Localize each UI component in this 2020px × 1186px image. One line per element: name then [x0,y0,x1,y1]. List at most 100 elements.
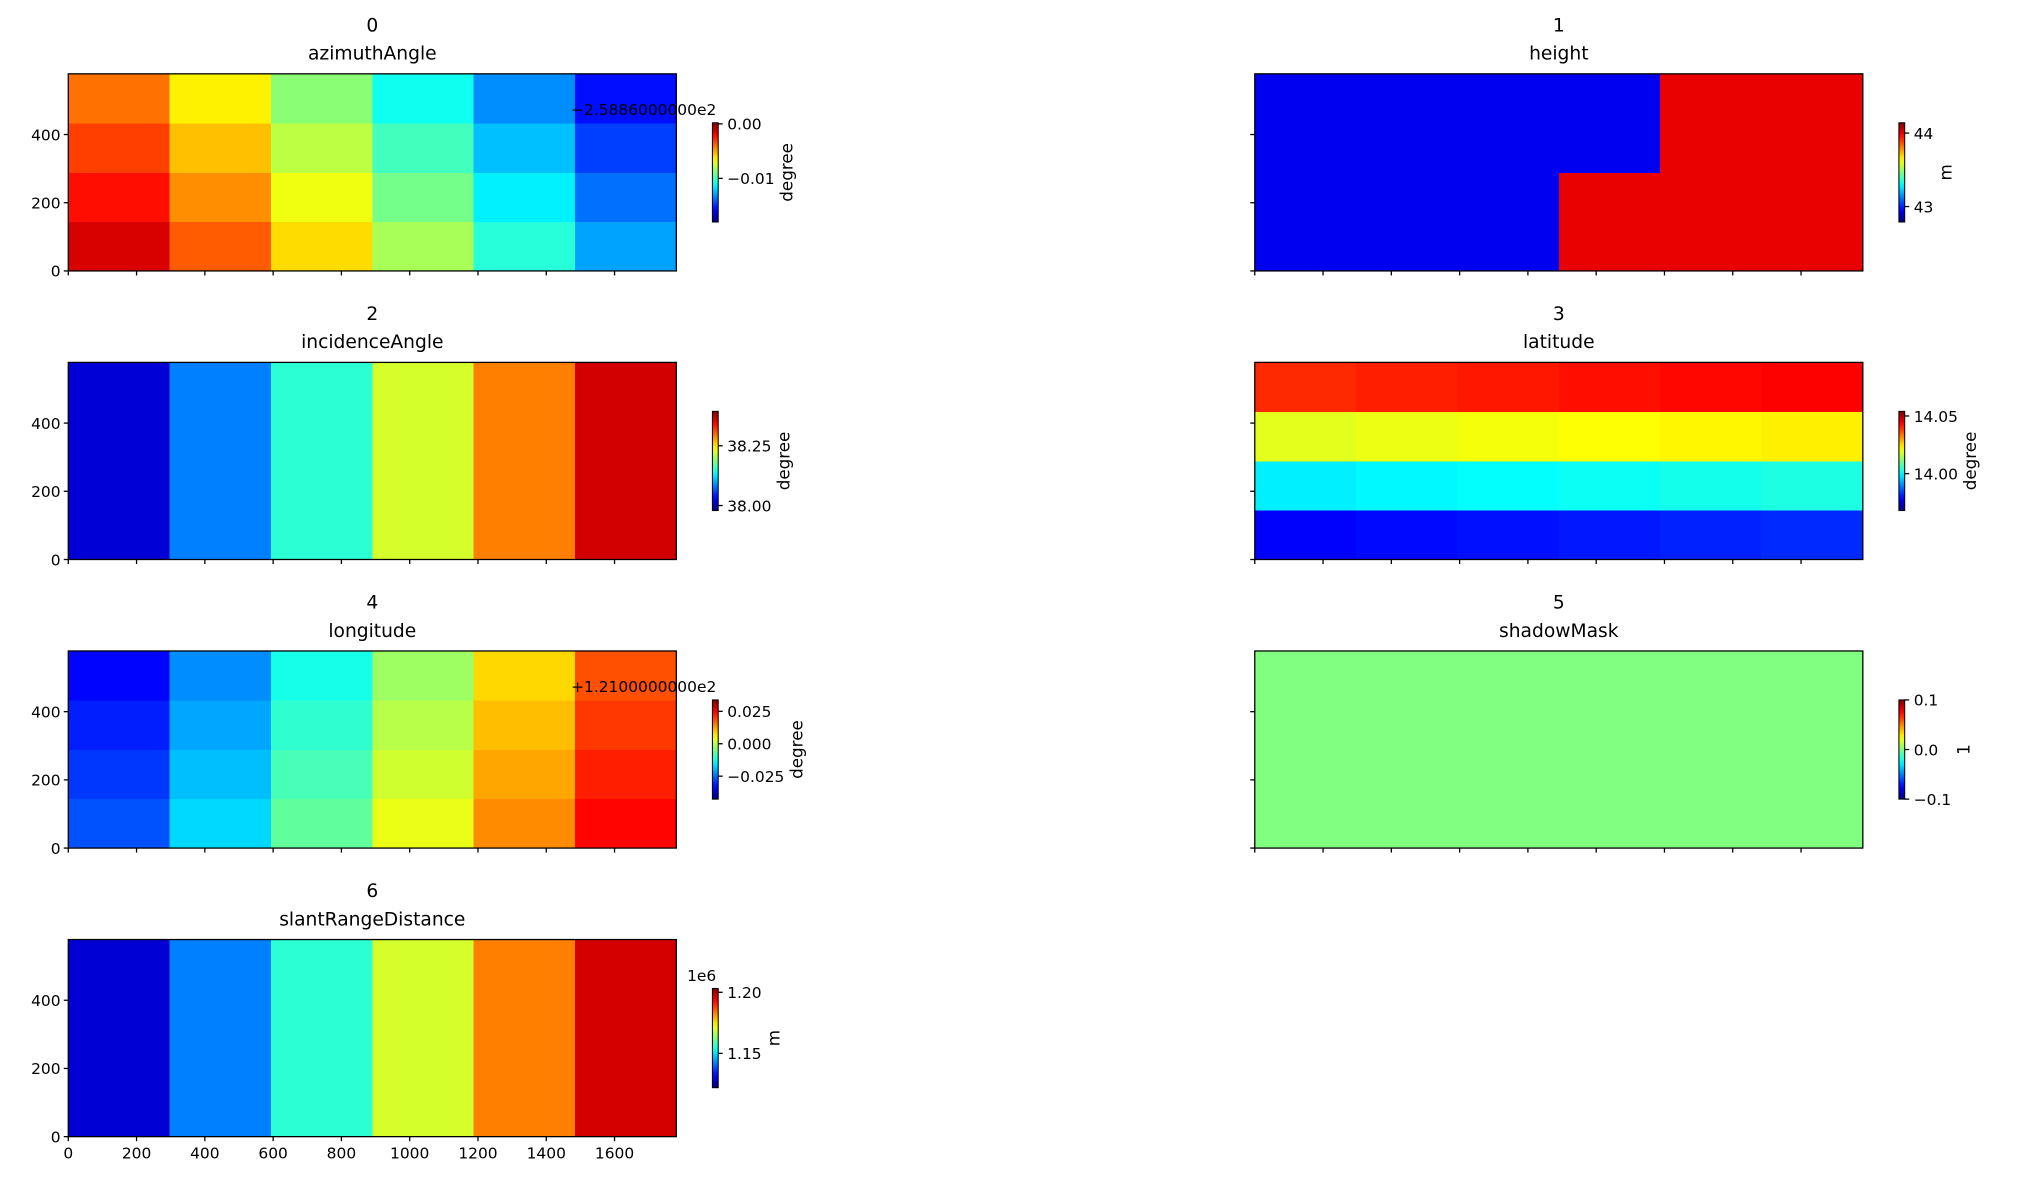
panel-subtitle: latitude [1523,332,1595,353]
heatmap-cell [68,749,171,800]
heatmap-cell [169,221,272,272]
heatmap-cell [372,939,475,990]
panel-subtitle: azimuthAngle [308,44,437,65]
heatmap-cell [473,362,576,413]
colorbar [711,987,719,1089]
heatmap-cell [1660,73,1762,124]
panel: 1 height 44 43 m [1250,15,1955,276]
x-tick-label: 600 [258,1145,287,1163]
heatmap-cell [473,1087,576,1138]
y-tick-label: 400 [31,703,60,721]
heatmap-cell [169,460,272,511]
heatmap-cell [1761,221,1864,272]
heatmap-cell [372,510,475,560]
heatmap-cell [1558,650,1661,701]
heatmap-cell [169,172,272,223]
heatmap-cell [1660,123,1762,173]
y-tick-label: 0 [51,551,61,569]
panel-title: 4 [366,592,378,613]
heatmap-cell [372,1038,475,1088]
heatmap-cell [574,73,677,124]
heatmap-cell [473,650,576,701]
y-tick-label: 200 [31,483,60,501]
heatmap-cell [473,798,576,849]
heatmap-cell [1761,460,1864,511]
x-tick-label: 400 [190,1145,219,1163]
colorbar-tick-label: −0.1 [1914,791,1952,809]
heatmap-cell [68,221,171,272]
heatmap-cell [372,172,475,223]
heatmap-cell [1356,172,1458,223]
y-tick-label: 200 [31,1060,60,1078]
y-tick-label: 0 [51,840,61,858]
heatmap-cell [169,749,272,800]
heatmap-cell [473,221,576,272]
heatmap-cell [270,73,373,124]
heatmap-cell [1356,510,1458,560]
colorbar-tick-label: −0.01 [727,170,774,188]
heatmap-cell [169,510,272,560]
panel-subtitle: height [1529,44,1588,65]
heatmap-cell [372,221,475,272]
heatmap-cell [1254,362,1357,413]
heatmap-cell [1356,221,1458,272]
heatmap-cell [1761,123,1864,173]
heatmap-cell [574,123,677,173]
colorbar-tick-label: 0.000 [727,736,771,754]
heatmap-cell [169,362,272,413]
x-tick-label: 0 [63,1145,73,1163]
colorbar-tick-label: 44 [1914,125,1934,143]
plot-frame [67,73,677,272]
heatmap-cell [1254,411,1357,462]
heatmap-cell [1761,172,1864,223]
colorbar-tick-label: 14.05 [1914,408,1958,426]
panel-subtitle: incidenceAngle [301,332,443,353]
heatmap-cell [473,460,576,511]
heatmap-cell [169,798,272,849]
heatmap-cell [1356,749,1458,800]
heatmap-cell [1558,172,1661,223]
heatmap-cell [372,123,475,173]
heatmap-cell [1356,798,1458,849]
heatmap-cell [1254,123,1357,173]
colorbar-tick-label: −0.025 [727,768,784,786]
panel-title: 3 [1553,304,1565,325]
heatmap-cell [68,73,171,124]
heatmap-cell [169,411,272,462]
heatmap-cell [1761,411,1864,462]
plot-frame [67,361,677,561]
heatmap-cell [169,123,272,173]
y-tick-label: 0 [51,263,61,281]
heatmap-cell [1660,172,1762,223]
heatmap-cell [372,73,475,124]
heatmap-cell [1558,123,1661,173]
heatmap-cell [1660,510,1762,560]
heatmap-cell [1761,73,1864,124]
colorbar [1898,699,1906,800]
panel-subtitle: longitude [328,621,416,642]
heatmap-cell [1558,749,1661,800]
heatmap-cell [1558,221,1661,272]
heatmap-cell [1660,460,1762,511]
heatmap-cell [473,411,576,462]
heatmap-cell [68,460,171,511]
heatmap-cell [574,221,677,272]
heatmap-cell [68,1038,171,1088]
heatmap-cell [1457,411,1560,462]
heatmap-cell [372,460,475,511]
colorbar-tick-label: 0.1 [1914,692,1939,710]
heatmap-cell [1660,749,1762,800]
colorbar-label: degree [786,720,806,779]
heatmap-cell [270,798,373,849]
heatmap-cell [68,1087,171,1138]
heatmap-cell [270,362,373,413]
heatmap-cell [270,650,373,701]
colorbar-label: m [1935,164,1955,180]
heatmap-cell [68,362,171,413]
panel-title: 1 [1553,15,1565,36]
heatmap-cell [270,460,373,511]
panel-subtitle: slantRangeDistance [279,909,465,930]
plot-frame [67,650,677,849]
